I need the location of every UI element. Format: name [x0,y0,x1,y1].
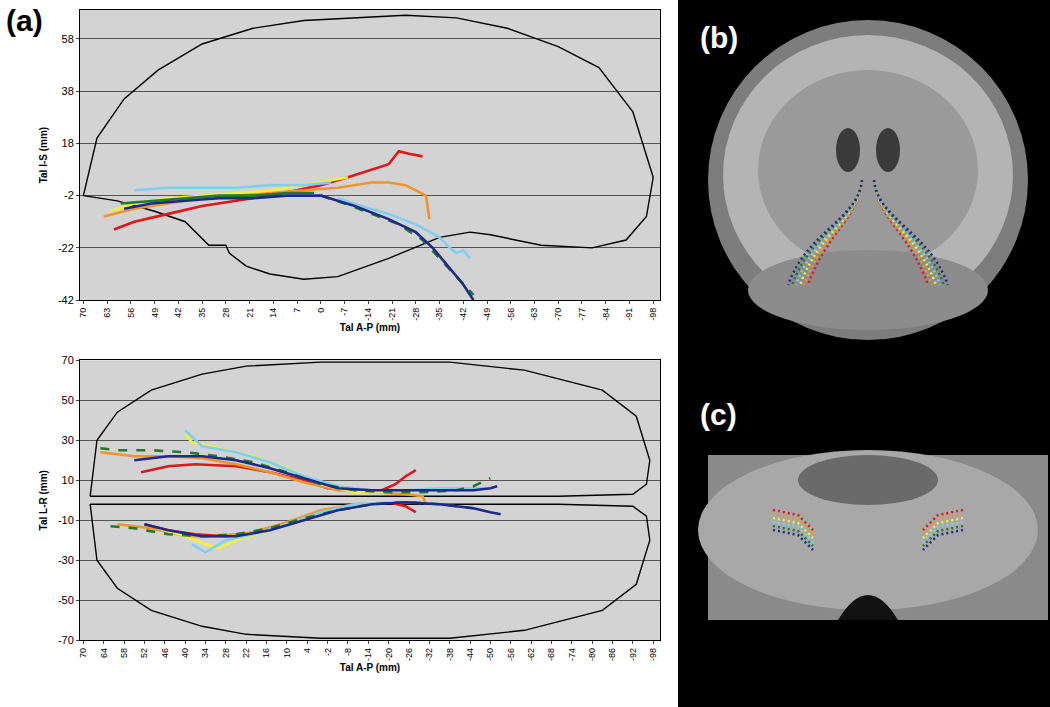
svg-text:-20: -20 [384,648,394,661]
svg-text:-86: -86 [607,648,617,661]
svg-text:Tal L-R (mm): Tal L-R (mm) [38,470,49,530]
svg-text:-70: -70 [553,308,563,321]
svg-text:46: 46 [160,648,170,658]
svg-text:-26: -26 [404,648,414,661]
svg-text:0: 0 [316,308,326,313]
svg-text:-2: -2 [323,648,333,656]
svg-text:-56: -56 [506,648,516,661]
svg-text:-44: -44 [465,648,475,661]
svg-text:-2: -2 [64,189,74,201]
svg-text:-56: -56 [506,308,516,321]
svg-text:-62: -62 [526,648,536,661]
svg-text:14: 14 [268,308,278,318]
svg-text:-8: -8 [343,648,353,656]
svg-text:-38: -38 [445,648,455,661]
svg-text:22: 22 [241,648,251,658]
svg-text:10: 10 [62,474,74,486]
svg-text:-32: -32 [424,648,434,661]
svg-text:40: 40 [180,648,190,658]
svg-text:-10: -10 [58,514,74,526]
svg-text:49: 49 [150,308,160,318]
svg-text:64: 64 [99,648,109,658]
svg-text:10: 10 [282,648,292,658]
svg-text:18: 18 [62,137,74,149]
svg-text:-21: -21 [387,308,397,321]
svg-text:-14: -14 [363,648,373,661]
svg-text:-77: -77 [577,308,587,321]
svg-text:58: 58 [62,33,74,45]
svg-text:28: 28 [221,648,231,658]
svg-text:-91: -91 [624,308,634,321]
svg-text:7: 7 [292,308,302,313]
svg-text:63: 63 [102,308,112,318]
svg-text:(b): (b) [700,21,738,54]
svg-text:28: 28 [221,308,231,318]
svg-text:-35: -35 [434,308,444,321]
svg-text:34: 34 [200,648,210,658]
svg-text:70: 70 [78,648,88,658]
svg-text:30: 30 [62,434,74,446]
svg-text:-70: -70 [58,634,74,646]
svg-text:-14: -14 [363,308,373,321]
svg-text:4: 4 [302,648,312,653]
svg-text:-80: -80 [587,648,597,661]
svg-text:38: 38 [62,85,74,97]
html-text:(a): (a) [6,4,43,37]
svg-text:-63: -63 [529,308,539,321]
svg-text:Tal I-S (mm): Tal I-S (mm) [38,127,49,183]
svg-text:-7: -7 [339,308,349,316]
svg-text:56: 56 [126,308,136,318]
svg-text:35: 35 [197,308,207,318]
svg-text:50: 50 [62,394,74,406]
svg-text:-98: -98 [648,308,658,321]
svg-text:70: 70 [62,354,74,366]
svg-text:16: 16 [261,648,271,658]
svg-text:-42: -42 [58,294,74,306]
svg-text:-74: -74 [567,648,577,661]
svg-text:-28: -28 [411,308,421,321]
svg-text:-50: -50 [58,594,74,606]
svg-text:(c): (c) [700,398,737,431]
svg-text:42: 42 [173,308,183,318]
svg-text:21: 21 [245,308,255,318]
svg-text:Tal A-P (mm): Tal A-P (mm) [340,322,400,333]
svg-text:58: 58 [119,648,129,658]
svg-text:-42: -42 [458,308,468,321]
svg-text:-22: -22 [58,242,74,254]
svg-text:70: 70 [78,308,88,318]
svg-text:-98: -98 [648,648,658,661]
svg-text:Tal A-P (mm): Tal A-P (mm) [340,662,400,673]
svg-text:-92: -92 [628,648,638,661]
svg-text:-84: -84 [601,308,611,321]
svg-text:-49: -49 [482,308,492,321]
svg-text:-50: -50 [485,648,495,661]
svg-text:-68: -68 [546,648,556,661]
svg-text:52: 52 [139,648,149,658]
svg-text:-30: -30 [58,554,74,566]
